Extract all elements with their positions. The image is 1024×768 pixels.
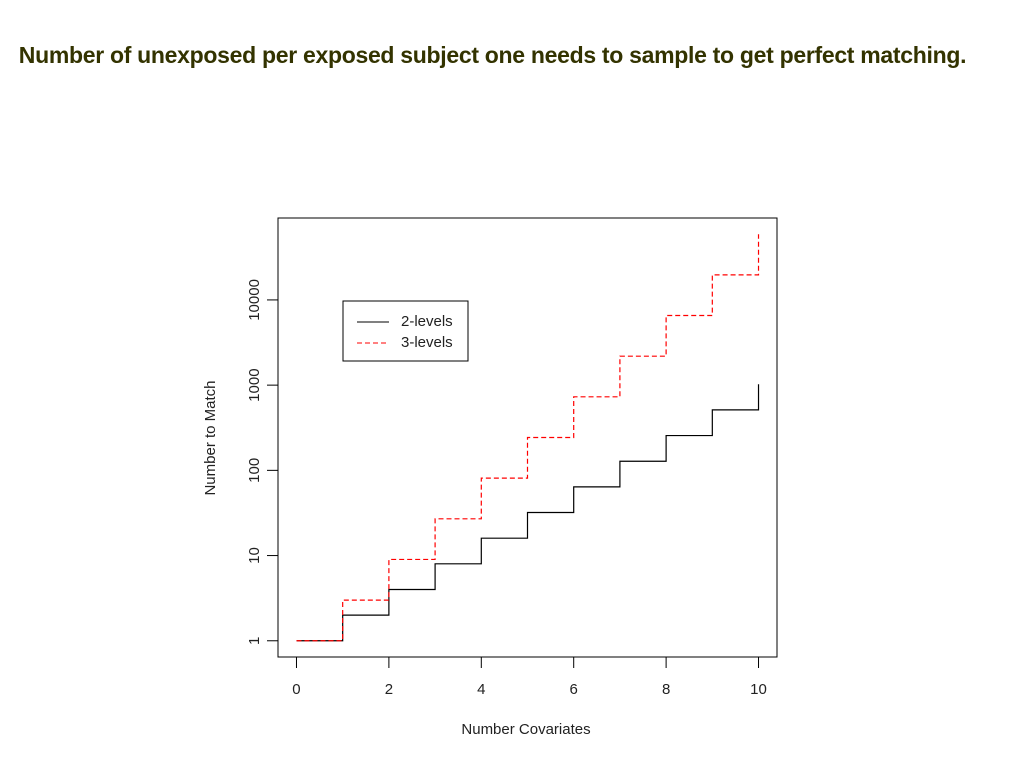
x-tick-label: 2 bbox=[385, 681, 393, 698]
plot-frame bbox=[277, 217, 778, 658]
x-tick-label: 10 bbox=[750, 681, 767, 698]
x-axis-label: Number Covariates bbox=[461, 721, 590, 738]
y-axis-label: Number to Match bbox=[202, 380, 219, 495]
x-tick-label: 4 bbox=[477, 681, 485, 698]
legend-label: 2-levels bbox=[401, 313, 453, 330]
chart-title: Number of unexposed per exposed subject … bbox=[18, 42, 967, 68]
legend-box bbox=[342, 300, 469, 362]
x-tick-label: 6 bbox=[570, 681, 578, 698]
series-line bbox=[296, 384, 760, 642]
y-tick-label: 1000 bbox=[246, 368, 263, 401]
legend-label: 3-levels bbox=[401, 334, 453, 351]
x-tick-label: 0 bbox=[292, 681, 300, 698]
y-tick-label: 10 bbox=[246, 547, 263, 564]
y-tick-label: 10000 bbox=[246, 279, 263, 321]
series-line bbox=[296, 234, 760, 642]
y-tick-label: 100 bbox=[246, 458, 263, 483]
x-tick-label: 8 bbox=[662, 681, 670, 698]
y-tick-label: 1 bbox=[246, 637, 263, 645]
